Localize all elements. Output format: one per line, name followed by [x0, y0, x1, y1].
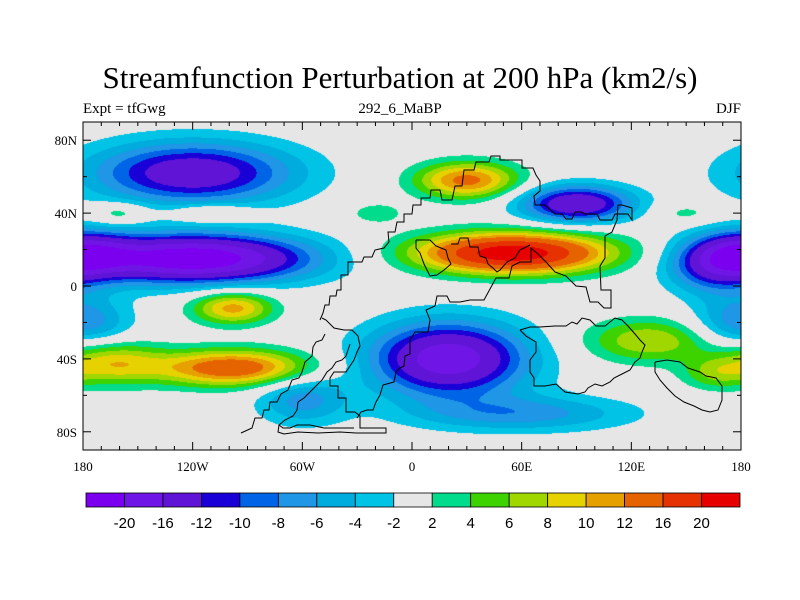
- streamfunction-field: [83, 122, 741, 450]
- coastline-arabia: [415, 239, 452, 277]
- lon-tick-label: 180: [73, 459, 93, 474]
- colorbar-swatch: [239, 492, 279, 508]
- colorbar-swatch: [508, 492, 549, 508]
- lon-tick-label: 120W: [177, 459, 210, 474]
- colorbar-tick-label: -20: [114, 515, 136, 532]
- colorbar-tick-label: -12: [191, 515, 213, 532]
- lat-tick-label: 40N: [55, 206, 78, 221]
- lat-tick-label: 80N: [55, 133, 78, 148]
- colorbar-swatch: [547, 492, 587, 508]
- colorbar-tick-label: 20: [693, 515, 710, 532]
- coastline-south-america-east: [297, 343, 351, 403]
- colorbar-swatch: [662, 492, 702, 508]
- colorbar-swatch: [701, 492, 741, 508]
- colorbar-swatch: [393, 492, 433, 508]
- colorbar-swatch: [124, 492, 164, 508]
- colorbar-tick-label: 16: [655, 515, 672, 532]
- colorbar-swatch: [470, 492, 510, 508]
- colorbar-swatch: [85, 492, 125, 508]
- colorbar-swatch: [585, 492, 625, 508]
- lon-tick-label: 0: [409, 459, 416, 474]
- colorbar-swatch: [277, 492, 318, 508]
- lat-tick-label: 0: [71, 279, 78, 294]
- chart-title: Streamfunction Perturbation at 200 hPa (…: [102, 60, 698, 95]
- lat-tick-label: 80S: [57, 425, 77, 440]
- colorbar-tick-label: -8: [272, 515, 285, 532]
- lon-tick-label: 120E: [618, 459, 646, 474]
- colorbar-swatch: [316, 492, 356, 508]
- lon-tick-label: 60E: [511, 459, 532, 474]
- colorbar-tick-label: -2: [387, 515, 400, 532]
- coastline-south-america: [277, 317, 387, 435]
- colorbar-tick-label: 12: [616, 515, 633, 532]
- lon-tick-label: 60W: [290, 459, 316, 474]
- colorbar-tick-label: -10: [229, 515, 251, 532]
- plot-area: [83, 122, 741, 450]
- coastline-antarctica-west: [278, 424, 354, 429]
- colorbar-swatch: [201, 492, 241, 508]
- colorbar-tick-label: 8: [543, 515, 551, 532]
- colorbar-tick-label: 10: [578, 515, 595, 532]
- colorbar-swatch: [624, 492, 664, 508]
- colorbar-tick-label: 4: [467, 515, 475, 532]
- season-label: DJF: [715, 101, 741, 117]
- coastline-india: [451, 237, 531, 273]
- colorbar-swatch: [431, 492, 472, 508]
- experiment-label: Expt = tfGwg: [83, 101, 166, 117]
- colorbar-tick-label: 6: [505, 515, 513, 532]
- colorbar: -20 -16 -12 -10 -8 -6 -4 -2 2 4 6 8 10 12 16 20: [85, 492, 741, 532]
- colorbar-swatch: [162, 492, 202, 508]
- case-label: 292_6_MaBP: [358, 101, 442, 117]
- colorbar-tick-label: -4: [349, 515, 362, 532]
- colorbar-tick-label: -16: [152, 515, 174, 532]
- coastline-new-zealand: [654, 359, 723, 413]
- colorbar-swatch: [354, 492, 395, 508]
- axis-ticks: 180 120W 60W 0 60E 120E 180 80N 40N 0 40S 80S: [55, 122, 751, 474]
- lon-tick-label: 180: [731, 459, 751, 474]
- coastline-africa-eurasia: [319, 155, 633, 419]
- colorbar-tick-label: -6: [310, 515, 323, 532]
- coastlines: [240, 155, 723, 435]
- lat-tick-label: 40S: [57, 352, 77, 367]
- coastline-south-america-west: [240, 333, 326, 434]
- colorbar-tick-label: 2: [428, 515, 436, 532]
- coastline-australia: [519, 317, 646, 395]
